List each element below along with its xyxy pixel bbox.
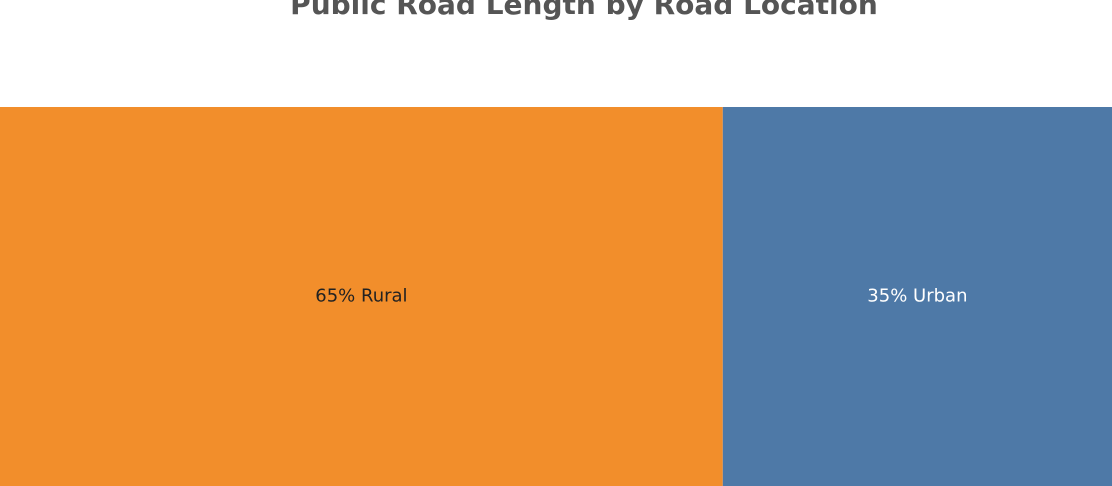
value-label: 65% — [315, 286, 355, 307]
value-label: 35% — [867, 286, 907, 307]
tile — [722, 107, 1112, 486]
chart-title: Public Road Length by Road Location — [290, 0, 878, 21]
tile — [0, 107, 723, 486]
category-label: Urban — [913, 286, 967, 307]
tile-label: 35% Urban — [867, 286, 967, 307]
tile-label: 65% Rural — [315, 286, 407, 307]
category-label: Rural — [361, 286, 408, 307]
